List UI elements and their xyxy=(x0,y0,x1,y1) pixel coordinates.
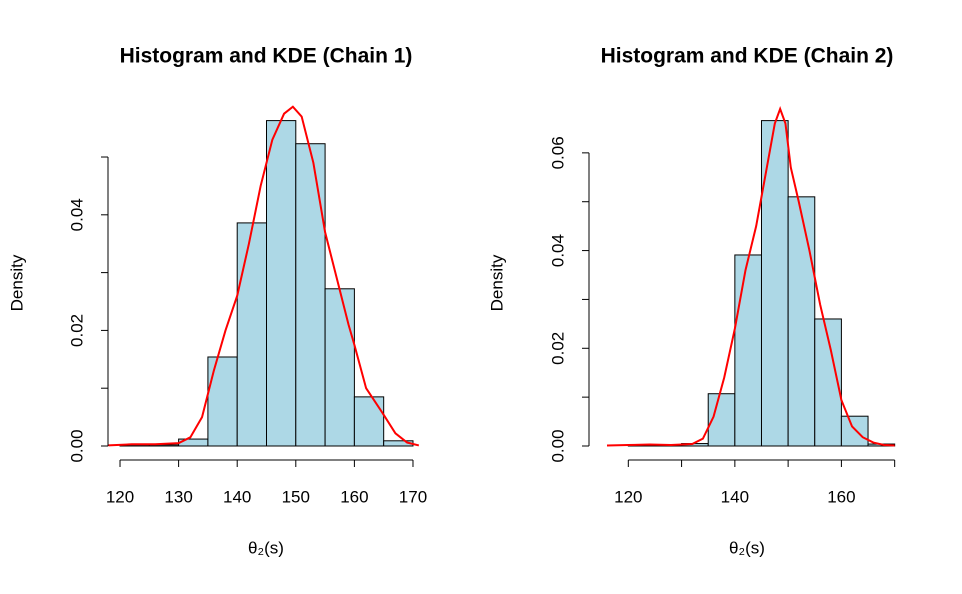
x-tick-label: 140 xyxy=(721,487,749,506)
y-axis-label: Density xyxy=(487,254,506,311)
bar xyxy=(787,196,816,447)
bar xyxy=(734,254,762,447)
bar xyxy=(324,288,355,447)
x-tick-label: 160 xyxy=(827,487,855,506)
y-tick-label: 0.06 xyxy=(548,136,567,169)
kde-line xyxy=(606,105,895,447)
bar xyxy=(236,222,268,447)
y-axis-label: Density xyxy=(7,254,26,311)
chart-title: Histogram and KDE (Chain 1) xyxy=(120,45,413,68)
y-tick-label: 0.02 xyxy=(548,332,567,365)
bar xyxy=(840,415,869,447)
kde-line xyxy=(108,105,420,447)
y-tick-label: 0.00 xyxy=(548,429,567,462)
y-tick-label: 0.04 xyxy=(67,198,86,231)
x-tick-label: 120 xyxy=(614,487,642,506)
x-tick-label: 140 xyxy=(223,487,251,506)
x-axis-label: θ₂(s) xyxy=(729,538,765,557)
x-tick-label: 120 xyxy=(106,487,134,506)
y-tick-label: 0.04 xyxy=(548,234,567,267)
x-tick-label: 150 xyxy=(282,487,310,506)
chart-title: Histogram and KDE (Chain 2) xyxy=(601,45,894,68)
bar xyxy=(295,143,326,447)
x-tick-label: 170 xyxy=(399,487,427,506)
x-tick-label: 160 xyxy=(340,487,368,506)
bar xyxy=(353,396,385,447)
x-tick-label: 130 xyxy=(164,487,192,506)
bar xyxy=(266,120,297,447)
bar xyxy=(207,356,238,447)
y-tick-label: 0.00 xyxy=(67,429,86,462)
y-tick-label: 0.02 xyxy=(67,314,86,347)
x-axis-label: θ₂(s) xyxy=(248,538,284,557)
